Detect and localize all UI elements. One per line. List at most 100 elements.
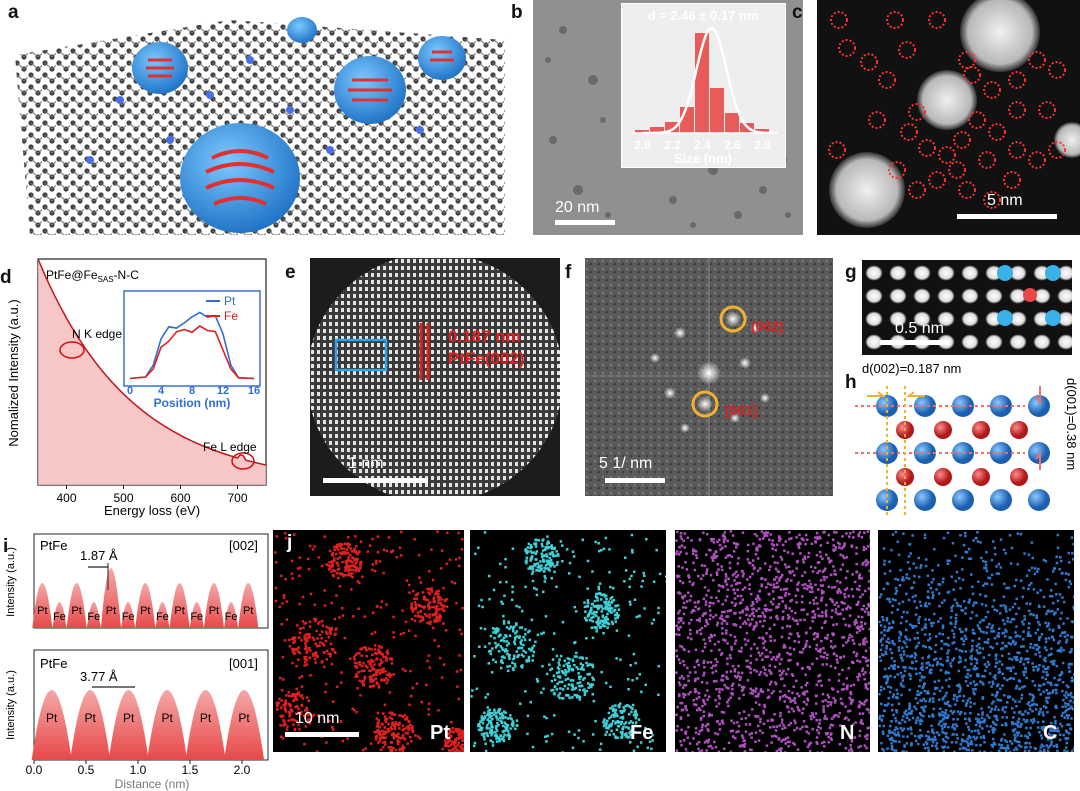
d002-arrows	[867, 391, 925, 397]
panel-label-a: a	[8, 2, 19, 23]
linescan-tick-label: 16	[248, 385, 260, 397]
scalebar-c-label: 5 nm	[987, 192, 1023, 209]
scalebar-e	[323, 478, 428, 483]
peak-label: Pt	[200, 711, 212, 725]
scalebar-g-label: 0.5 nm	[895, 320, 944, 337]
single-atom-circle	[918, 139, 936, 157]
single-atom-circle	[968, 111, 986, 129]
panel-f-fft: (002) [001] 5 1/ nm	[585, 258, 833, 496]
panel-a-illustration: a	[0, 0, 505, 240]
fe-atom	[934, 421, 952, 439]
single-atom-circle	[908, 103, 926, 121]
scalebar-g	[880, 340, 950, 345]
histogram-tick-label: 2.2	[664, 138, 681, 152]
scalebar-j-label: 10 nm	[295, 710, 340, 727]
pt-atom	[952, 489, 974, 511]
linescan-inset: PtFe 0 4 8 12 16	[127, 294, 260, 397]
profile-peak	[121, 602, 136, 628]
profile-peak	[189, 602, 204, 628]
histogram-bar	[710, 88, 724, 133]
single-atom-circle	[878, 71, 896, 89]
crystal-model: d(002)=0.187 nm d(001)=0.38 nm	[855, 361, 1079, 518]
atomic-columns	[865, 265, 1072, 350]
eels-tick-label: 700	[227, 491, 247, 505]
spot-label-002: (002)	[751, 318, 784, 334]
element-label-c: C	[1043, 722, 1058, 744]
eels-xlabel: Energy loss (eV)	[104, 503, 200, 518]
peak-label: Fe	[190, 611, 203, 623]
profile-peak	[238, 583, 259, 628]
bottom-zone-label: [001]	[229, 656, 258, 671]
gaussian-fit-curve	[642, 26, 778, 135]
peak-label: Fe	[122, 611, 135, 623]
profile-xticks: 0.0 0.5 1.0 1.5 2.0	[26, 760, 251, 777]
profile-peak	[31, 690, 72, 760]
single-atom-circle	[1008, 71, 1026, 89]
single-atom-sites	[86, 56, 424, 164]
panel-label-b-outer: b	[511, 2, 523, 23]
histogram-bar	[755, 129, 769, 133]
profile-peak	[135, 583, 156, 628]
n-edge-annotation: N K edge	[72, 327, 122, 341]
single-atom-circle	[830, 11, 848, 29]
graphene-nanoparticle-illustration	[15, 17, 505, 235]
pt-column-4	[1045, 310, 1061, 326]
histogram-tick-label: 2.8	[754, 138, 771, 152]
single-atom-markers	[828, 11, 1066, 209]
single-atom-circle	[1028, 151, 1046, 169]
single-atom-circle	[888, 161, 906, 179]
peak-label: Pt	[106, 605, 116, 617]
peak-label: Fe	[87, 611, 100, 623]
top-distance-label: 1.87 Å	[80, 548, 118, 563]
panel-label-i: i	[3, 536, 9, 557]
eels-xticks: 400 500 600 700	[56, 485, 248, 505]
single-atom-circle	[860, 53, 878, 71]
histogram-tick-label: 2.4	[694, 138, 711, 152]
spot-label-001: [001]	[725, 402, 758, 418]
profile-xlabel: Distance (nm)	[115, 777, 190, 791]
panel-h-model: d(002)=0.187 nm d(001)=0.38 nm h	[845, 358, 1080, 518]
haadf-image	[817, 0, 1080, 235]
single-atom-circle	[1038, 101, 1056, 119]
eels-curve-fill	[38, 259, 266, 485]
nanoparticle-large	[180, 123, 300, 233]
single-atom-circle	[1048, 141, 1066, 159]
single-atom-circle	[1028, 51, 1046, 69]
linescan-tick-label: 4	[158, 385, 165, 397]
eds-map-c: C	[878, 530, 1074, 752]
pt-column-3	[997, 310, 1013, 326]
d001-label: d(001)=0.38 nm	[1064, 378, 1079, 470]
nanoparticle-bright-2	[917, 70, 977, 130]
profile-tick-label: 1.5	[182, 763, 199, 777]
scalebar-e-label: 1 nm	[348, 455, 384, 472]
panel-e-lattice: 0.187 nm PtFe(002) 1 nm	[310, 258, 560, 496]
profile-tick-label: 0.5	[78, 763, 95, 777]
intensity-profiles-chart: Pt Fe Pt Fe Pt Fe Pt Fe Pt Fe Pt Fe Pt Pt Pt Pt Pt Pt Pt …	[5, 533, 269, 791]
scalebar-f	[605, 478, 665, 483]
single-atom-circle	[963, 66, 981, 84]
eds-map-fe: Fe	[470, 530, 666, 752]
single-atom-circle	[898, 41, 916, 59]
fe-atom	[934, 468, 952, 486]
linescan-series-pt	[129, 311, 255, 380]
fft-pattern: (002) [001]	[585, 258, 833, 496]
profile-peak	[155, 602, 170, 628]
peak-label: Pt	[238, 711, 250, 725]
nanoparticle-small-2	[287, 17, 317, 43]
single-atom-circle	[953, 131, 971, 149]
plane-label: PtFe(002)	[448, 349, 525, 368]
single-atom-circle	[886, 11, 904, 29]
histogram-bar	[635, 130, 649, 133]
linescan-tick-label: 0	[127, 385, 133, 397]
single-atom-circle	[978, 151, 996, 169]
n-edge-marker	[59, 341, 85, 359]
linescan-xlabel: Position (nm)	[154, 396, 231, 410]
peak-label: Pt	[84, 711, 96, 725]
profile-peak	[70, 690, 111, 760]
eels-tick-label: 400	[56, 491, 76, 505]
single-atom-circle	[928, 171, 946, 189]
atom-lattice	[876, 395, 1050, 511]
profile-peak	[185, 690, 226, 760]
pt-atom	[1028, 442, 1050, 464]
fe-column	[1023, 288, 1037, 302]
